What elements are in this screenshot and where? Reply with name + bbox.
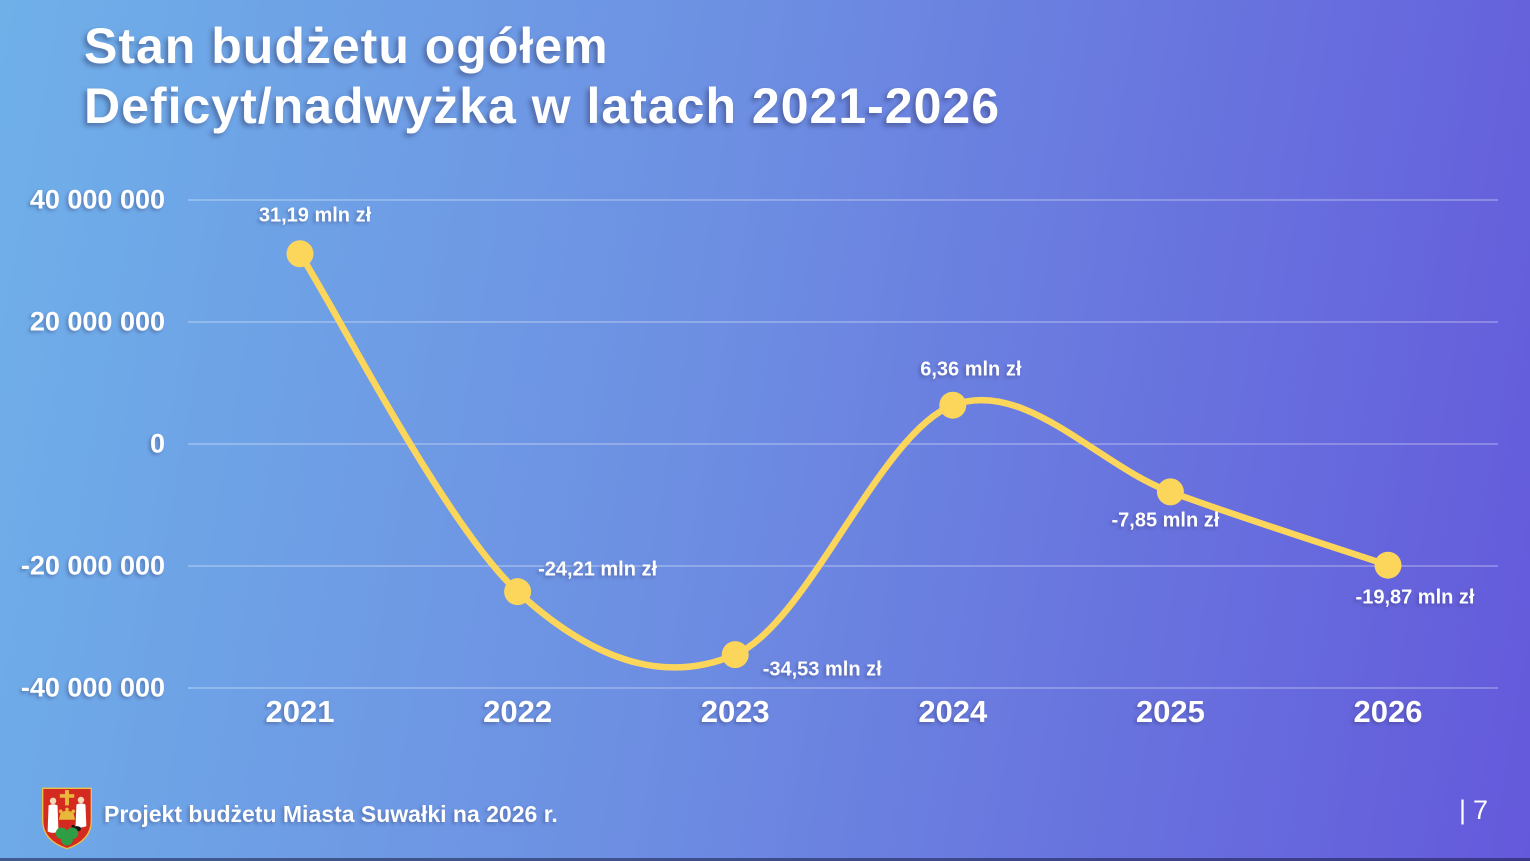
title-line-1: Stan budżetu ogółem — [84, 18, 609, 74]
data-point-2021 — [286, 240, 314, 268]
data-label-2023: -34,53 mln zł — [762, 658, 882, 681]
x-axis-label-2021: 2021 — [265, 694, 335, 729]
y-axis-tick-label: 20 000 000 — [29, 306, 165, 337]
data-label-2026: -19,87 mln zł — [1355, 586, 1475, 609]
x-axis-label-2022: 2022 — [483, 694, 553, 729]
crest-graphic — [42, 787, 92, 850]
page-divider: | — [1458, 795, 1468, 825]
data-label-2025: -7,85 mln zł — [1111, 509, 1220, 532]
y-axis-tick-label: 40 000 000 — [29, 184, 165, 215]
data-point-2024 — [939, 391, 967, 419]
suwalki-coat-of-arms — [40, 786, 94, 850]
y-axis-tick-label: -20 000 000 — [20, 550, 165, 581]
data-point-2026 — [1374, 551, 1402, 579]
y-axis-tick-label: 0 — [149, 428, 165, 459]
page-indicator: | 7 — [1459, 795, 1490, 826]
data-label-2022: -24,21 mln zł — [538, 558, 658, 581]
data-point-2025 — [1156, 478, 1184, 506]
deficit-surplus-line — [296, 250, 1392, 671]
data-point-2022 — [504, 578, 532, 606]
page-number: 7 — [1472, 795, 1490, 825]
slide-title: Stan budżetu ogółem Deficyt/nadwyżka w l… — [84, 16, 1000, 136]
bottom-edge-strip — [0, 858, 1530, 861]
x-axis-label-2026: 2026 — [1353, 694, 1423, 729]
data-label-2024: 6,36 mln zł — [920, 358, 1022, 381]
x-axis-label-2023: 2023 — [700, 694, 770, 729]
data-point-2023 — [721, 641, 749, 669]
data-label-2021: 31,19 mln zł — [258, 204, 372, 227]
footer-caption: Projekt budżetu Miasta Suwałki na 2026 r… — [104, 801, 558, 827]
x-axis-label-2025: 2025 — [1135, 694, 1205, 729]
x-axis-label-2024: 2024 — [918, 694, 988, 729]
title-line-2: Deficyt/nadwyżka w latach 2021-2026 — [84, 78, 1001, 134]
y-axis-tick-label: -40 000 000 — [20, 672, 165, 703]
